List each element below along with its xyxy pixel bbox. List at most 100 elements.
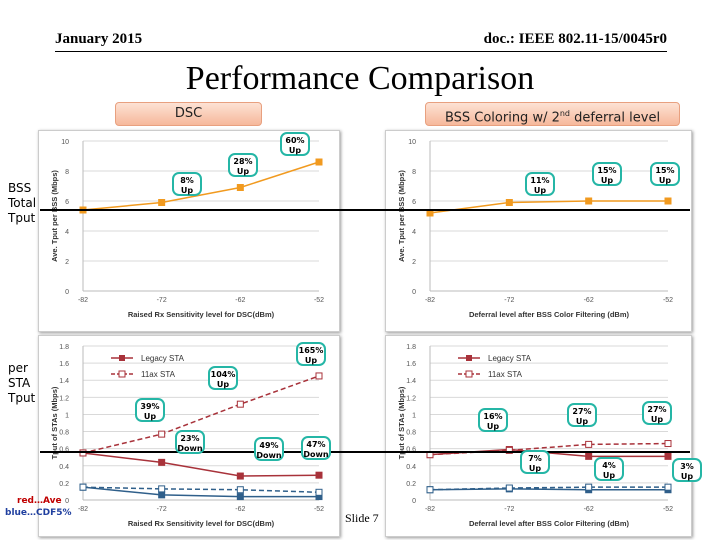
x-axis-label: Raised Rx Sensitivity level for DSC(dBm) (128, 310, 275, 319)
callout-value: 60% (285, 136, 305, 145)
header-date: January 2015 (55, 31, 143, 47)
data-point (505, 446, 513, 454)
chart-dsc-total: 0 2 4 6 8 10 -82 -72 -62 -52 Raised Rx Sensitivity… (50, 139, 324, 319)
x-tick-label: -82 (425, 297, 435, 304)
y-axis-label: Ave. Tput per BSS (Mbps) (397, 170, 406, 262)
y-tick-label: 1.8 (406, 344, 416, 351)
callout-direction: Up (602, 471, 616, 480)
data-point (158, 199, 166, 206)
callout-value: 16% (483, 412, 503, 421)
x-tick-label: -72 (504, 297, 514, 304)
y-tick-label: 6 (412, 199, 416, 206)
callout-direction: Up (486, 422, 500, 431)
callout-dsc-sta-11ax-72: 39% Up (135, 398, 165, 422)
y-tick-label: 0 (65, 289, 69, 296)
legend-entry: Legacy STA (488, 354, 532, 363)
callout-value: 11% (530, 176, 550, 185)
callout-direction: Up (288, 146, 302, 155)
y-tick-label: 0 (65, 498, 69, 505)
callout-value: 39% (140, 402, 160, 411)
callout-bss-sta-legacy-62: 4% Up (594, 457, 624, 481)
y-tick-label: 1.8 (59, 344, 69, 351)
y-tick-label: 0.6 (406, 447, 416, 454)
callout-direction: Up (575, 417, 589, 426)
callout-value: 49% (259, 441, 279, 450)
callout-direction: Down (303, 450, 329, 459)
data-point (158, 485, 166, 493)
x-tick-label: -52 (314, 297, 324, 304)
legend-entry: 11ax STA (488, 370, 523, 379)
callout-direction: Up (216, 380, 230, 389)
callout-value: 3% (680, 462, 694, 471)
callout-value: 27% (647, 405, 667, 414)
y-tick-label: 2 (65, 259, 69, 266)
y-tick-label: 0.4 (406, 464, 416, 471)
y-tick-label: 0.2 (59, 481, 69, 488)
callout-direction: Up (528, 464, 542, 473)
callout-direction: Down (177, 444, 203, 453)
y-tick-label: 1.4 (406, 378, 416, 385)
chart-panel-bss-total: 0 2 4 6 8 10 -82 -72 -62 -52 Deferral level after … (385, 130, 692, 332)
y-tick-label: 1 (412, 412, 416, 419)
footer-red-legend: red…Ave (17, 496, 62, 506)
x-axis-label: Raised Rx Sensitivity level for DSC(dBm) (128, 519, 275, 528)
data-point (585, 440, 593, 448)
data-point (664, 440, 672, 448)
dsc-label: DSC (115, 102, 262, 126)
data-point (664, 452, 672, 460)
data-point (236, 184, 244, 191)
bss-label-prefix: BSS Coloring w/ 2 (444, 110, 560, 126)
data-point (236, 400, 244, 408)
slide-number: Slide 7 (345, 511, 379, 525)
y-tick-label: 8 (65, 169, 69, 176)
bss-coloring-label: BSS Coloring w/ 2nd deferral level (425, 102, 680, 126)
callout-direction: Up (236, 167, 250, 176)
callout-bss-total-72: 11% Up (525, 172, 555, 196)
series-line (82, 486, 319, 498)
data-point (158, 430, 166, 438)
y-tick-label: 1.6 (59, 361, 69, 368)
x-axis-label: Deferral level after BSS Color Filtering… (469, 310, 630, 319)
callout-value: 23% (180, 434, 200, 443)
chart-bss-per-sta: 0 0.2 0.4 0.6 0.8 1 1.2 1.4 1.6 1.8 -82 -72 -62 -52 De… (397, 344, 673, 528)
data-point (315, 488, 323, 496)
y-tick-label: 0.8 (406, 430, 416, 437)
header-rule (55, 51, 667, 52)
y-tick-label: 4 (412, 229, 416, 236)
bss-label-sup: nd (559, 109, 571, 118)
legend-entry: 11ax STA (141, 370, 176, 379)
y-tick-label: 1.6 (406, 361, 416, 368)
y-axis-label: Tput of STAs (Mbps) (397, 386, 406, 459)
callout-bss-sta-11ax-62: 27% Up (567, 403, 597, 427)
callout-value: 27% (572, 407, 592, 416)
data-point (236, 493, 244, 501)
side-sta-line1: per (8, 361, 28, 375)
legend-marker (465, 370, 473, 378)
legend-marker (119, 355, 125, 361)
y-tick-label: 0.2 (406, 481, 416, 488)
callout-value: 7% (528, 454, 542, 463)
data-point (664, 483, 672, 491)
y-axis-label: Ave. Tput per BSS (Mbps) (50, 170, 59, 262)
callout-direction: Up (180, 186, 194, 195)
data-point (79, 483, 87, 491)
y-axis-label: Tput of STAs (Mbps) (50, 386, 59, 459)
side-sta-line2: STA (8, 376, 31, 390)
y-tick-label: 1.4 (59, 378, 69, 385)
total-baseline-separator (40, 209, 690, 211)
callout-direction: Up (304, 356, 318, 365)
x-tick-label: -72 (504, 506, 514, 513)
x-tick-label: -62 (235, 506, 245, 513)
y-tick-label: 1 (65, 412, 69, 419)
x-tick-label: -52 (663, 297, 673, 304)
per-sta-baseline-separator (40, 451, 690, 453)
x-tick-label: -62 (584, 297, 594, 304)
header-doc-id: doc.: IEEE 802.11-15/0045r0 (483, 31, 667, 47)
side-sta-line3: Tput (8, 391, 36, 405)
callout-bss-total-62: 15% Up (592, 162, 622, 186)
y-tick-label: 1.2 (406, 395, 416, 402)
callout-bss-total-52: 15% Up (650, 162, 680, 186)
callout-value: 4% (602, 461, 616, 470)
series-line (429, 200, 668, 214)
callout-dsc-sta-legacy-72: 23% Down (175, 430, 205, 454)
